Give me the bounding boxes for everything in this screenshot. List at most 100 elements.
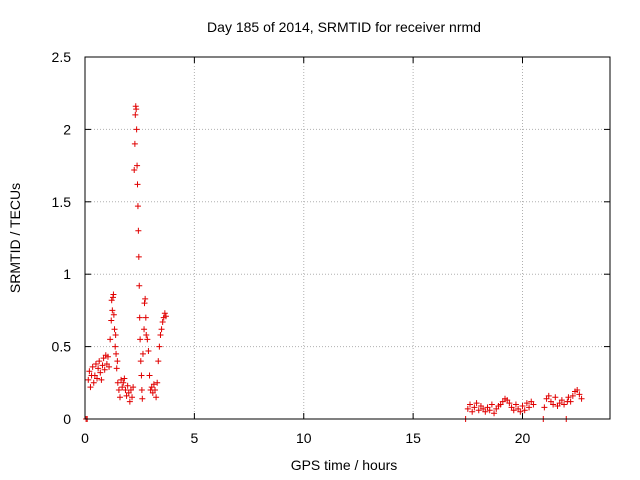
data-point bbox=[106, 363, 113, 370]
data-point bbox=[113, 365, 120, 372]
data-point bbox=[117, 394, 123, 401]
data-point bbox=[541, 404, 548, 411]
data-point bbox=[139, 395, 146, 402]
data-point bbox=[512, 401, 519, 408]
x-tick-label: 10 bbox=[296, 430, 312, 446]
data-point bbox=[517, 408, 524, 415]
data-point bbox=[122, 387, 129, 394]
data-point bbox=[132, 111, 139, 118]
data-point bbox=[137, 336, 144, 343]
data-point bbox=[488, 401, 495, 408]
tick-labels: 0 5 10 15 20 0 0.5 1 1.5 2 2.5 bbox=[52, 49, 531, 446]
data-point bbox=[85, 376, 92, 383]
y-tick-label: 2.5 bbox=[52, 49, 72, 65]
data-point bbox=[86, 368, 93, 375]
data-point bbox=[121, 375, 128, 382]
data-point bbox=[471, 404, 478, 411]
data-point bbox=[138, 387, 145, 394]
data-point bbox=[107, 336, 114, 343]
data-point bbox=[145, 347, 152, 354]
data-point bbox=[110, 311, 117, 318]
data-point bbox=[131, 166, 138, 173]
y-tick-label: 1.5 bbox=[52, 194, 72, 210]
data-point bbox=[521, 407, 528, 414]
data-point bbox=[110, 291, 117, 298]
data-point bbox=[155, 358, 162, 365]
data-point bbox=[464, 405, 471, 412]
data-points bbox=[83, 103, 585, 422]
data-point bbox=[120, 379, 127, 386]
data-point bbox=[558, 397, 565, 404]
data-point bbox=[134, 181, 141, 188]
data-point bbox=[506, 400, 513, 407]
data-point bbox=[112, 343, 119, 350]
data-point bbox=[109, 307, 116, 314]
data-point bbox=[131, 140, 138, 147]
data-point bbox=[94, 375, 101, 382]
data-point bbox=[119, 384, 126, 391]
data-point bbox=[569, 392, 576, 399]
data-point bbox=[550, 401, 557, 408]
data-point bbox=[97, 369, 104, 376]
data-point bbox=[146, 372, 153, 379]
data-point bbox=[152, 387, 158, 394]
data-point bbox=[130, 384, 137, 391]
data-point bbox=[98, 376, 105, 383]
data-point bbox=[113, 350, 120, 357]
data-point bbox=[134, 162, 141, 169]
data-point bbox=[519, 402, 526, 409]
x-tick-label: 0 bbox=[81, 430, 89, 446]
data-point bbox=[92, 360, 99, 367]
y-axis-label: SRMTID / TECUs bbox=[7, 183, 23, 293]
plot-area-border bbox=[84, 56, 611, 420]
data-point bbox=[142, 314, 149, 321]
data-point bbox=[567, 398, 574, 405]
data-point bbox=[545, 392, 552, 399]
data-point bbox=[142, 295, 149, 302]
data-point bbox=[526, 404, 533, 411]
data-point bbox=[153, 394, 160, 401]
gridlines bbox=[85, 57, 610, 419]
data-point bbox=[482, 408, 489, 415]
data-point bbox=[104, 353, 111, 360]
data-point bbox=[136, 314, 143, 321]
data-point bbox=[108, 297, 115, 304]
data-point bbox=[141, 300, 148, 307]
data-point bbox=[114, 358, 121, 365]
data-point bbox=[114, 379, 121, 386]
data-point bbox=[156, 343, 163, 350]
data-point bbox=[154, 379, 161, 386]
data-point bbox=[561, 401, 568, 408]
data-point bbox=[112, 332, 119, 339]
data-point bbox=[101, 366, 108, 373]
data-point bbox=[134, 203, 141, 210]
data-point bbox=[141, 326, 148, 333]
data-point bbox=[133, 126, 140, 133]
data-point bbox=[150, 381, 157, 388]
x-tick-label: 20 bbox=[515, 430, 531, 446]
data-point bbox=[467, 401, 473, 408]
data-point bbox=[89, 363, 96, 370]
data-point bbox=[99, 362, 106, 369]
data-point bbox=[473, 400, 480, 407]
data-point bbox=[133, 106, 140, 113]
data-point bbox=[530, 401, 537, 408]
y-tick-label: 2 bbox=[63, 121, 71, 137]
data-point bbox=[565, 394, 572, 401]
data-point bbox=[87, 384, 94, 391]
data-point bbox=[552, 394, 559, 401]
data-point bbox=[129, 394, 136, 401]
x-tick-label: 5 bbox=[190, 430, 198, 446]
data-point bbox=[90, 379, 97, 386]
data-point bbox=[108, 317, 115, 324]
data-point bbox=[161, 310, 168, 317]
data-point bbox=[95, 365, 102, 372]
data-point bbox=[475, 407, 482, 414]
data-point bbox=[139, 350, 146, 357]
data-point bbox=[143, 332, 150, 339]
data-point bbox=[158, 326, 165, 333]
data-point bbox=[159, 318, 166, 325]
data-point bbox=[574, 387, 581, 394]
